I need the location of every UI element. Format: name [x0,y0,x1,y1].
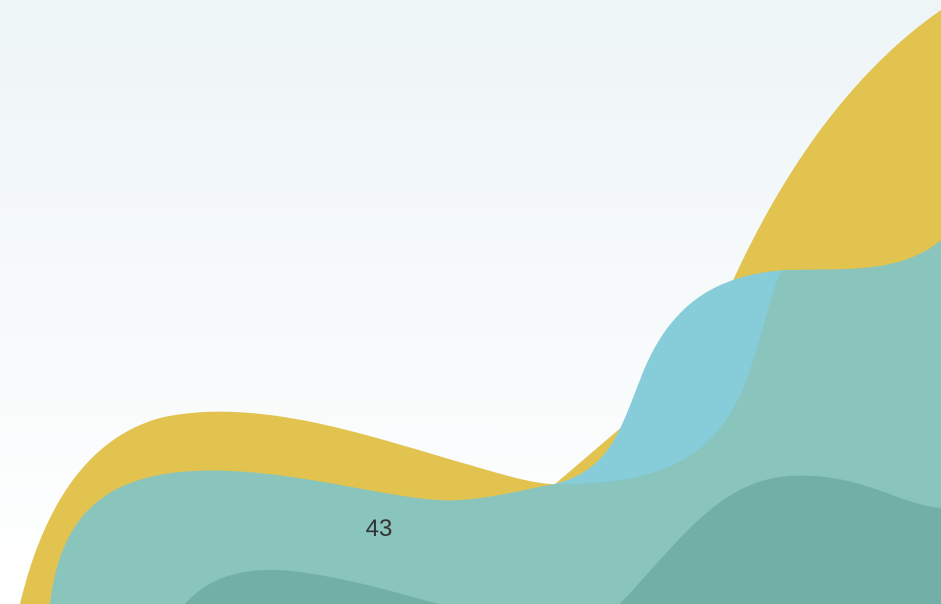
page-number: 43 [366,515,393,542]
dark-teal-wave [185,569,440,604]
dark-teal-wave-right [620,475,941,604]
